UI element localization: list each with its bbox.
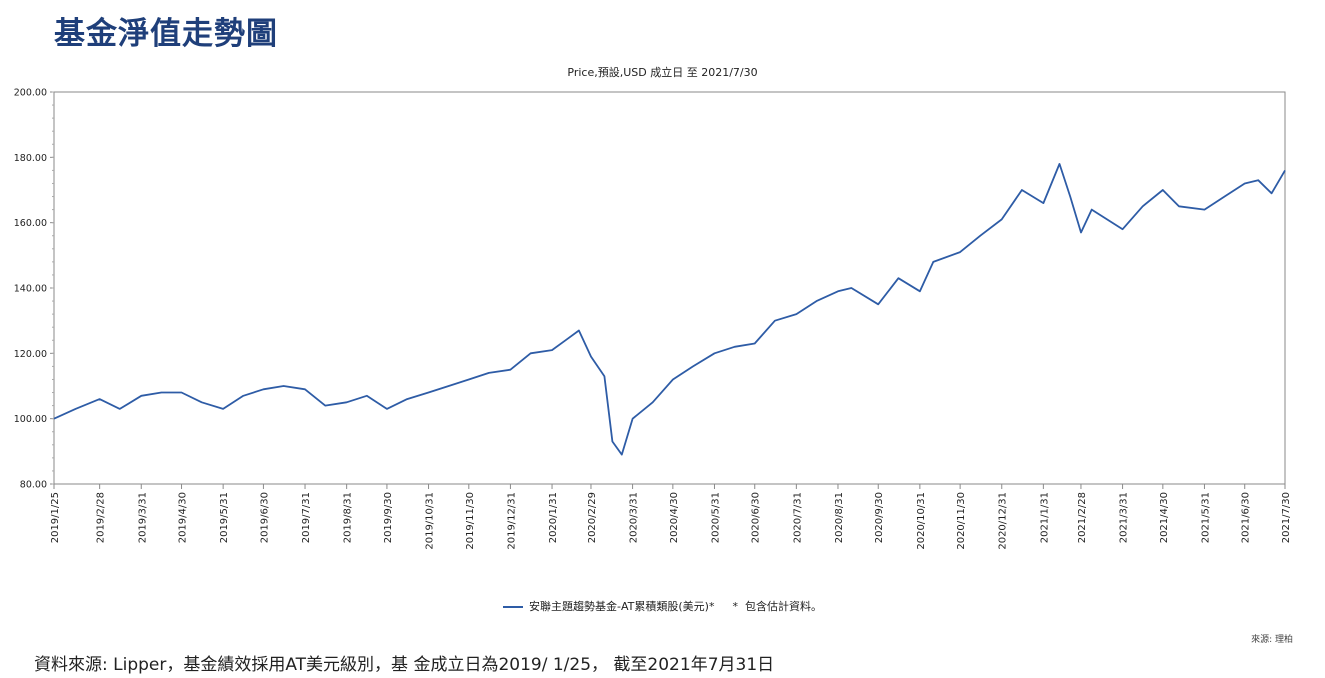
plot-area — [53, 91, 1286, 485]
x-tick-label: 2020/7/31 — [792, 492, 803, 543]
x-tick-label: 2021/1/31 — [1039, 492, 1050, 543]
x-tick-label: 2021/5/31 — [1200, 492, 1211, 543]
y-tick-label: 80.00 — [20, 480, 47, 491]
x-tick-label: 2020/11/30 — [956, 492, 967, 550]
legend: 安聯主題趨勢基金-AT累積類股(美元)* * 包含估計資料。 — [0, 598, 1325, 614]
y-tick-label: 180.00 — [14, 153, 47, 164]
x-tick-label: 2020/1/31 — [548, 492, 559, 543]
chart-subtitle: Price,預設,USD 成立日 至 2021/7/30 — [567, 66, 758, 79]
x-tick-label: 2019/8/31 — [343, 492, 354, 543]
x-axis: 2019/1/25 2019/2/28 2019/3/31 2019/4/30 2019… — [50, 484, 1292, 550]
y-tick-label: 140.00 — [14, 284, 47, 295]
x-tick-label: 2020/12/31 — [998, 492, 1009, 550]
x-tick-label: 2019/1/25 — [50, 492, 61, 543]
x-tick-label: 2019/11/30 — [465, 492, 476, 550]
x-tick-label: 2020/8/31 — [834, 492, 845, 543]
x-tick-label: 2019/5/31 — [219, 492, 230, 543]
nav-line-chart: 80.00 100.00 120.00 140.00 160.00 180.00 200.0… — [14, 88, 1292, 550]
x-tick-label: 2019/2/28 — [96, 492, 107, 543]
x-tick-label: 2020/10/31 — [916, 492, 927, 550]
legend-note: * 包含估計資料。 — [732, 600, 822, 613]
footnote: 資料來源: Lipper，基金績效採用AT美元級別，基 金成立日為2019/ 1… — [34, 655, 775, 675]
x-tick-label: 2019/7/31 — [301, 492, 312, 543]
x-tick-label: 2020/6/30 — [751, 492, 762, 543]
x-tick-label: 2021/7/30 — [1281, 492, 1292, 543]
y-tick-label: 120.00 — [14, 349, 47, 360]
x-tick-label: 2021/2/28 — [1077, 492, 1088, 543]
page-title: 基金淨值走勢圖 — [54, 16, 278, 52]
x-tick-label: 2019/12/31 — [506, 492, 517, 550]
x-tick-label: 2019/9/30 — [383, 492, 394, 543]
legend-label: 安聯主題趨勢基金-AT累積類股(美元)* — [529, 600, 715, 613]
x-tick-label: 2019/4/30 — [178, 492, 189, 543]
x-tick-label: 2021/4/30 — [1159, 492, 1170, 543]
x-tick-label: 2020/9/30 — [874, 492, 885, 543]
x-tick-label: 2020/2/29 — [587, 492, 598, 543]
x-tick-label: 2021/3/31 — [1119, 492, 1130, 543]
x-tick-label: 2020/4/30 — [669, 492, 680, 543]
x-tick-label: 2019/10/31 — [425, 492, 436, 550]
x-tick-label: 2019/6/30 — [259, 492, 270, 543]
source-note: 來源: 理柏 — [1251, 635, 1293, 645]
x-tick-label: 2019/3/31 — [137, 492, 148, 543]
x-tick-label: 2020/3/31 — [629, 492, 640, 543]
y-tick-label: 160.00 — [14, 218, 47, 229]
y-tick-label: 200.00 — [14, 88, 47, 99]
x-tick-label: 2020/5/31 — [710, 492, 721, 543]
series-line — [53, 163, 1286, 456]
y-axis: 80.00 100.00 120.00 140.00 160.00 180.00 200.0… — [14, 88, 54, 491]
x-tick-label: 2021/6/30 — [1241, 492, 1252, 543]
legend-swatch — [503, 606, 524, 608]
y-tick-label: 100.00 — [14, 414, 47, 425]
